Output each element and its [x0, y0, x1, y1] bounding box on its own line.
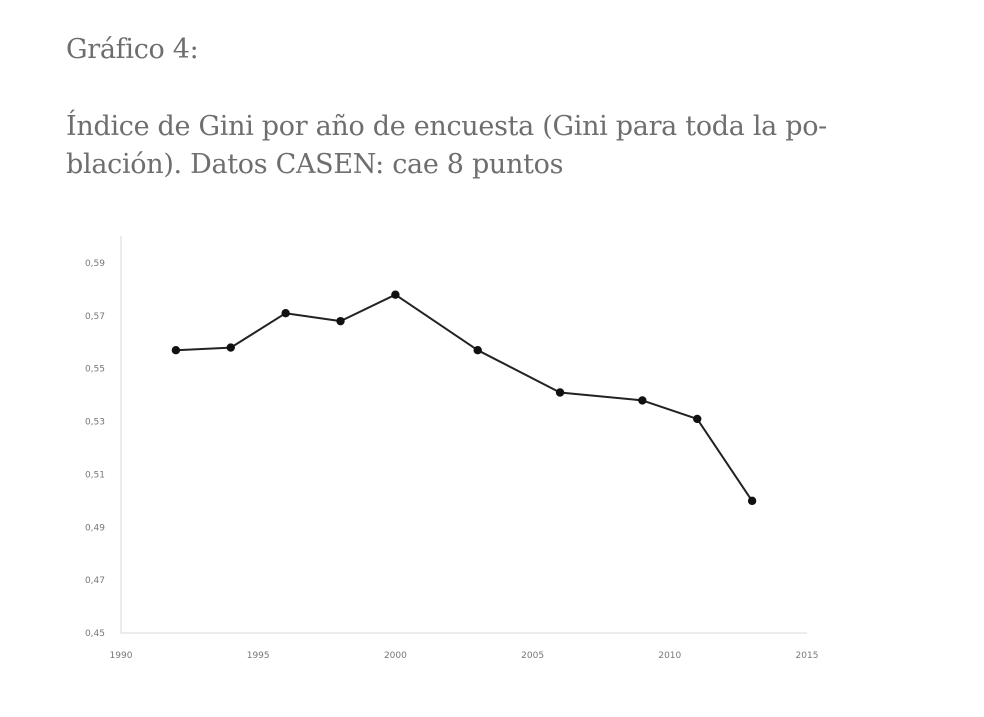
figure-label: Gráfico 4:: [66, 34, 199, 65]
data-point: [336, 316, 345, 326]
caption-line-1: Índice de Gini por año de encuesta (Gini…: [66, 111, 828, 142]
data-point: [226, 343, 235, 352]
x-tick-label: 1995: [247, 651, 270, 661]
y-tick-label: 0,45: [85, 629, 105, 639]
chart-tick-labels: 0,45 0,47 0,49 0,51 0,53 0,55 0,57 0,59 1990 1995…: [85, 259, 819, 661]
caption-line-2: blación). Datos CASEN: cae 8 puntos: [66, 149, 564, 180]
y-tick-label: 0,47: [85, 576, 105, 586]
data-point: [747, 496, 757, 506]
data-point: [171, 346, 181, 355]
y-tick-label: 0,51: [85, 470, 105, 480]
chart-series: [171, 290, 757, 506]
data-point: [638, 396, 647, 405]
chart-axes: [120, 236, 807, 634]
x-tick-label: 2010: [658, 651, 681, 661]
data-point: [473, 346, 482, 355]
chart-caption: Índice de Gini por año de encuesta (Gini…: [66, 108, 866, 184]
y-tick-label: 0,57: [85, 312, 105, 322]
y-tick-label: 0,49: [85, 523, 105, 533]
series-line: [175, 293, 753, 502]
data-point: [391, 290, 400, 299]
data-point: [693, 414, 702, 424]
y-tick-label: 0,59: [85, 259, 105, 269]
x-tick-label: 2015: [796, 651, 819, 661]
y-tick-label: 0,55: [85, 365, 105, 375]
x-tick-label: 2005: [521, 651, 544, 661]
x-tick-label: 2000: [384, 651, 407, 661]
x-tick-label: 1990: [110, 651, 133, 661]
y-tick-label: 0,53: [85, 418, 105, 428]
data-point: [281, 309, 290, 318]
data-point: [555, 388, 565, 397]
